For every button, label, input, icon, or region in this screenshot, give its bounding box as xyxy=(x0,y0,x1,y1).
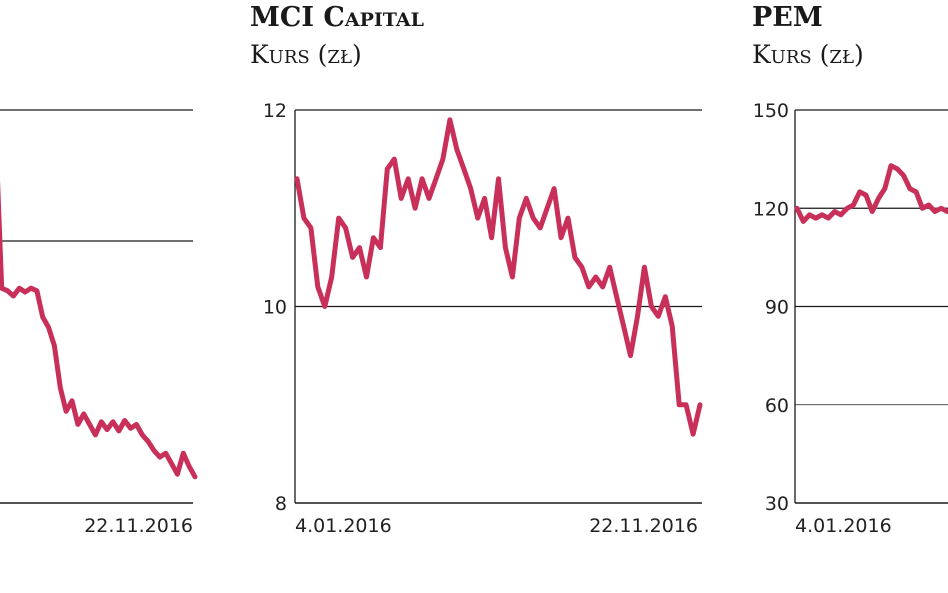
y-tick-label: 10 xyxy=(263,297,287,319)
x-tick-label: 4.01.2016 xyxy=(295,515,392,537)
x-tick-label: 22.11.2016 xyxy=(84,515,193,537)
chart-2-subtitle: Kurs (zł) xyxy=(250,40,362,69)
chart-2-title: MCI Capital xyxy=(250,2,425,33)
series-line xyxy=(0,179,198,480)
series-line xyxy=(294,117,703,437)
y-tick-label: 12 xyxy=(263,100,287,122)
x-tick-label: 22.11.2016 xyxy=(589,515,698,537)
y-tick-label: 150 xyxy=(753,100,789,122)
y-tick-label: 30 xyxy=(765,493,789,515)
y-tick-label: 120 xyxy=(753,198,789,220)
y-tick-label: 90 xyxy=(765,297,789,319)
y-tick-label: 8 xyxy=(275,493,287,515)
x-tick-label: 4.01.2016 xyxy=(795,515,892,537)
y-tick-label: 60 xyxy=(765,395,789,417)
chart-3-subtitle: Kurs (zł) xyxy=(752,40,864,69)
series-line xyxy=(794,163,948,224)
chart-3-title: PEM xyxy=(752,2,823,33)
